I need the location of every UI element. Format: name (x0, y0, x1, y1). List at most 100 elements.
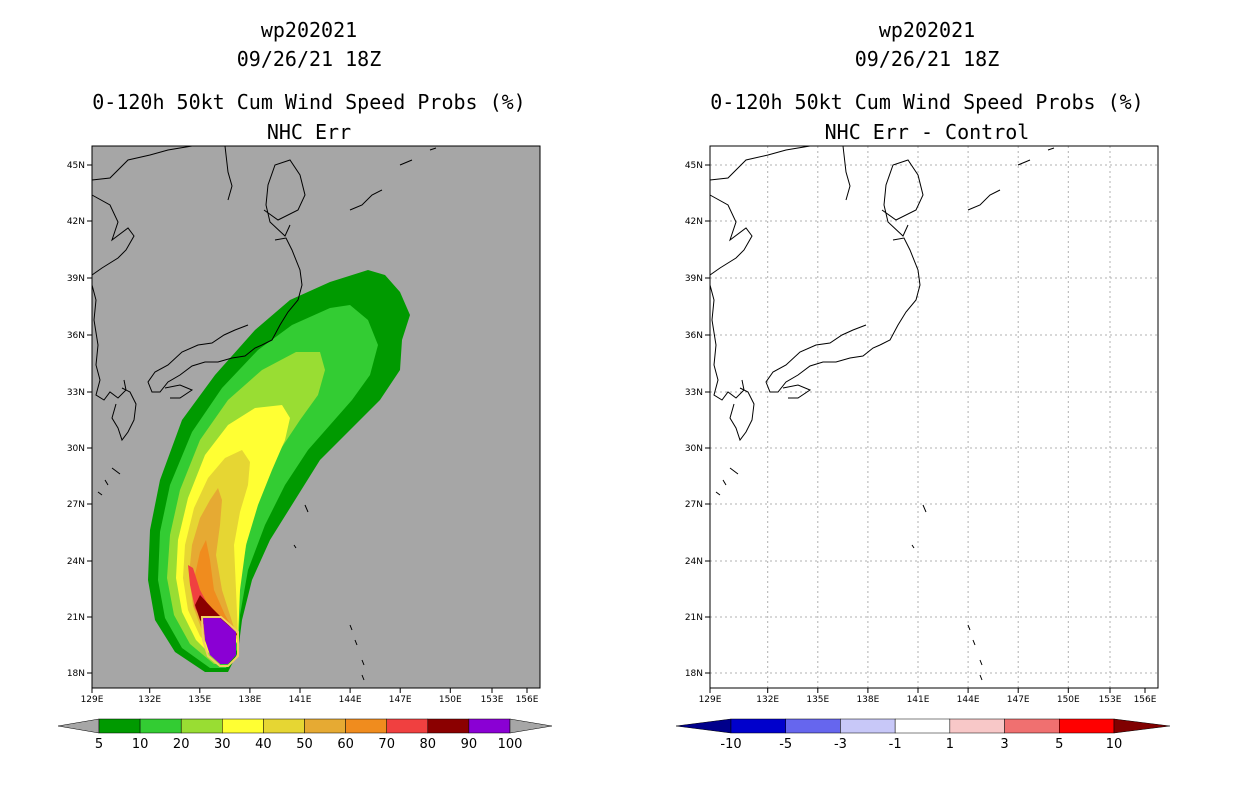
left-panel: wp202021 09/26/21 18Z 0-120h 50kt Cum Wi… (57, 18, 553, 752)
lon-tick-5: 144E (339, 688, 362, 705)
coast-kurils (967, 147, 1055, 211)
lat-tick-9: 18N (685, 669, 710, 679)
colorbar-left-swatch (263, 718, 305, 734)
lat-tick-label: 39N (685, 274, 703, 284)
colorbar-left-label: 40 (255, 737, 272, 752)
colorbar-right-high-cap (1113, 718, 1171, 734)
colorbar-right-label: -3 (834, 737, 847, 752)
lon-tick-label: 129E (699, 695, 722, 705)
coast-russia-coast (91, 145, 193, 181)
lon-tick-label: 144E (957, 695, 980, 705)
coast-honshu-south-coast (765, 324, 881, 393)
lon-tick-9: 156E (516, 688, 539, 705)
coast-hokkaido-coast (881, 159, 924, 237)
colorbar-right-swatch (894, 718, 951, 734)
coast-china-coast (709, 194, 753, 276)
coast-bonin-islands (967, 624, 983, 681)
lat-tick-label: 24N (685, 557, 703, 567)
colorbar-left-swatch (304, 718, 346, 734)
left-lon-ticks: 129E 132E 135E 138E 141E 144E 147E 150E … (81, 688, 539, 705)
coast-sakhalin-coast (224, 145, 233, 201)
colorbar-right-label: 10 (1106, 737, 1123, 752)
lon-tick-0: 129E (81, 688, 104, 705)
lon-tick-1: 132E (138, 688, 161, 705)
lat-tick-8: 21N (685, 613, 710, 623)
lon-tick-label: 138E (238, 695, 261, 705)
left-coastlines (91, 145, 437, 681)
lat-tick-2: 39N (685, 274, 710, 284)
lon-tick-9: 156E (1134, 688, 1157, 705)
colorbar-right-label: 3 (1000, 737, 1008, 752)
lat-tick-label: 27N (685, 500, 703, 510)
colorbar-left-label: 100 (498, 737, 523, 752)
lat-tick-label: 30N (67, 444, 85, 454)
lat-tick-9: 18N (67, 669, 92, 679)
lon-tick-label: 150E (1057, 695, 1080, 705)
storm-id-title: wp202021 (260, 18, 358, 42)
colorbar-left-label: 5 (95, 737, 103, 752)
colorbar-right-swatch (1059, 718, 1115, 734)
lat-tick-4: 33N (685, 388, 710, 398)
lat-tick-label: 18N (67, 669, 85, 679)
right-lat-ticks: 45N 42N 39N 36N 33N 30N 27N 24N 21N 18N (685, 161, 710, 679)
lat-tick-2: 39N (67, 274, 92, 284)
right-map-frame: 129E 132E 135E 138E 141E 144E 147E 150E … (685, 145, 1159, 705)
swath-100 (203, 618, 236, 664)
left-map-svg: 129E 132E 135E 138E 141E 144E 147E 150E … (57, 145, 553, 752)
lat-tick-label: 27N (67, 500, 85, 510)
lon-tick-8: 153E (481, 688, 504, 705)
left-map-frame: 129E 132E 135E 138E 141E 144E 147E 150E … (67, 145, 541, 705)
colorbar-left-swatch (468, 718, 511, 734)
lat-tick-label: 24N (67, 557, 85, 567)
coast-china-coast (91, 194, 135, 276)
coast-sakhalin-coast (842, 145, 851, 201)
lon-tick-4: 141E (907, 688, 930, 705)
coast-shikoku-coast (164, 384, 194, 399)
lat-tick-8: 21N (67, 613, 92, 623)
colorbar-left-swatch (345, 718, 387, 734)
colorbar-left-swatch (98, 718, 141, 734)
lat-tick-3: 36N (67, 331, 92, 341)
colorbar-right-swatch (730, 718, 786, 734)
swath-edge (200, 616, 239, 667)
lon-tick-label: 141E (289, 695, 312, 705)
colorbar-left-label: 50 (296, 737, 313, 752)
lat-tick-7: 24N (67, 557, 92, 567)
lon-tick-label: 129E (81, 695, 104, 705)
lon-tick-7: 150E (439, 688, 462, 705)
right-panel: wp202021 09/26/21 18Z 0-120h 50kt Cum Wi… (618, 0, 1236, 800)
colorbar-right-label: -5 (779, 737, 792, 752)
lon-tick-label: 153E (1099, 695, 1122, 705)
colorbar-left-low-cap (57, 718, 100, 734)
coast-russia-coast (709, 145, 811, 181)
colorbar-left-label: 70 (378, 737, 395, 752)
colorbar-left-label: 10 (132, 737, 149, 752)
colorbar-right-swatch (840, 718, 896, 734)
coast-shikoku-coast (782, 384, 812, 399)
right-colorbar: -10 -5 -3 -1 1 3 5 10 (675, 718, 1171, 752)
lat-tick-1: 42N (685, 217, 710, 227)
lat-tick-6: 27N (685, 500, 710, 510)
lon-tick-label: 147E (389, 695, 412, 705)
lon-tick-1: 132E (756, 688, 779, 705)
lat-tick-label: 36N (67, 331, 85, 341)
lat-tick-0: 45N (67, 161, 92, 171)
colorbar-right-label: -1 (889, 737, 902, 752)
left-map-border (91, 145, 541, 689)
lat-tick-label: 30N (685, 444, 703, 454)
lat-tick-7: 24N (685, 557, 710, 567)
lon-tick-label: 147E (1007, 695, 1030, 705)
lon-tick-4: 141E (289, 688, 312, 705)
lat-tick-label: 42N (67, 217, 85, 227)
lon-tick-label: 150E (439, 695, 462, 705)
coast-kyushu-coast (111, 387, 137, 442)
lat-tick-label: 39N (67, 274, 85, 284)
colorbar-right-swatch (1004, 718, 1060, 734)
colorbar-left-label: 30 (214, 737, 231, 752)
lon-tick-label: 156E (516, 695, 539, 705)
coast-honshu-north-coast (879, 237, 921, 346)
lat-tick-0: 45N (685, 161, 710, 171)
lon-tick-label: 132E (138, 695, 161, 705)
right-map-border (709, 145, 1159, 689)
lat-tick-1: 42N (67, 217, 92, 227)
